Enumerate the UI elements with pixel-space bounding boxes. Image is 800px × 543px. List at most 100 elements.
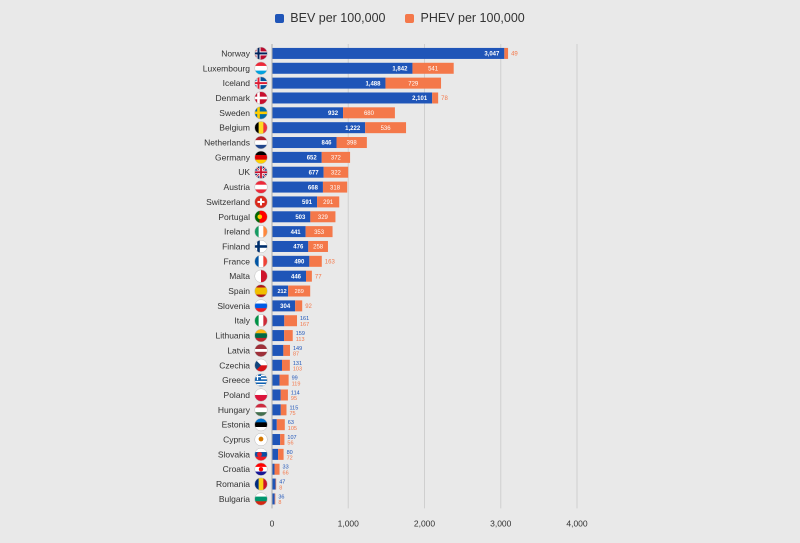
bev-value-label: 2,101 — [412, 96, 428, 102]
phev-value-label: 167 — [300, 322, 309, 328]
country-label: Belgium — [219, 123, 250, 133]
flag-border — [254, 447, 268, 461]
country-label: Denmark — [216, 93, 251, 103]
bev-bar — [272, 374, 280, 386]
country-label: Hungary — [218, 405, 251, 415]
bev-value-label: 159 — [296, 331, 305, 337]
flag-border — [254, 106, 268, 120]
italy-flag-icon — [254, 314, 268, 328]
greece-flag-icon — [254, 373, 268, 387]
flag-border — [254, 91, 268, 105]
flag-border — [254, 269, 268, 283]
phev-value-label: 56 — [287, 441, 293, 447]
country-label: Croatia — [223, 464, 251, 474]
phev-bar — [283, 344, 290, 356]
phev-bar — [310, 211, 336, 223]
bev-bar — [272, 240, 309, 252]
bev-bar — [272, 493, 275, 505]
phev-value-label: 72 — [287, 456, 293, 462]
bev-bar — [272, 315, 285, 327]
malta-flag-icon — [254, 269, 268, 283]
phev-bar — [279, 374, 289, 386]
legend-item-bev[interactable]: BEV per 100,000 — [275, 11, 385, 25]
flag-border — [254, 165, 268, 179]
phev-bar — [295, 300, 303, 312]
flag-border — [254, 180, 268, 194]
switzerland-flag-icon — [254, 195, 268, 209]
bev-value-label: 107 — [287, 435, 296, 441]
norway-flag-icon — [254, 47, 268, 60]
bev-bar — [272, 344, 284, 356]
phev-bar — [274, 493, 276, 505]
bev-bar — [272, 107, 344, 119]
bev-value-label: 652 — [307, 156, 318, 162]
country-label: Sweden — [219, 108, 250, 118]
country-label: Germany — [215, 152, 251, 162]
phev-bar — [280, 389, 288, 401]
bev-bar — [272, 255, 310, 267]
bev-value-label: 131 — [293, 361, 302, 367]
legend-label-bev: BEV per 100,000 — [290, 11, 386, 25]
country-label: Romania — [216, 479, 250, 489]
phev-bar — [284, 315, 298, 327]
flag-border — [254, 418, 268, 432]
phev-value-label: 289 — [295, 289, 304, 295]
latvia-flag-icon — [254, 344, 268, 357]
phev-value-label: 49 — [511, 52, 518, 58]
finland-flag-icon — [254, 240, 268, 253]
bev-value-label: 115 — [289, 405, 298, 411]
phev-value-label: 536 — [381, 126, 392, 132]
bev-value-label: 149 — [293, 346, 302, 352]
flag-border — [254, 121, 268, 135]
country-label: France — [224, 256, 251, 266]
germany-flag-icon — [254, 151, 268, 164]
bev-bar — [272, 330, 285, 342]
bev-value-label: 441 — [291, 230, 302, 236]
bev-value-label: 161 — [300, 316, 309, 322]
phev-bar — [309, 255, 322, 267]
bev-bar — [272, 137, 337, 149]
bev-value-label: 114 — [291, 390, 300, 396]
phev-value-label: 372 — [331, 156, 342, 162]
iceland-flag-icon — [254, 76, 268, 90]
bev-value-label: 932 — [328, 111, 339, 117]
country-label: Portugal — [218, 212, 250, 222]
x-tick-label: 4,000 — [566, 518, 588, 528]
bev-bar — [272, 92, 433, 104]
ireland-flag-icon — [254, 225, 268, 238]
phev-bar — [278, 448, 284, 460]
phev-value-label: 541 — [428, 66, 439, 72]
flag-border — [254, 239, 268, 254]
country-label: Lithuania — [215, 331, 250, 341]
flag-border — [254, 388, 268, 402]
phev-value-label: 87 — [293, 352, 299, 358]
country-label: Malta — [229, 271, 250, 281]
uk-flag-icon — [254, 165, 268, 179]
bev-bar — [272, 226, 306, 238]
flag-border — [254, 195, 268, 209]
bev-value-label: 1,842 — [392, 66, 408, 72]
country-label: Estonia — [222, 420, 251, 430]
flag-border — [254, 210, 268, 224]
phev-bar — [305, 226, 333, 238]
flag-border — [254, 462, 268, 476]
flag-border — [254, 284, 268, 298]
flag-border — [254, 46, 268, 60]
country-label: Bulgaria — [219, 494, 250, 504]
flag-border — [254, 329, 268, 343]
netherlands-flag-icon — [254, 136, 268, 149]
country-label: Czechia — [219, 360, 250, 370]
france-flag-icon — [254, 255, 268, 268]
phev-bar — [317, 196, 340, 208]
legend-item-phev[interactable]: PHEV per 100,000 — [405, 11, 525, 25]
phev-bar — [274, 463, 280, 475]
phev-bar — [275, 478, 277, 490]
luxembourg-flag-icon — [254, 61, 268, 75]
slovenia-flag-icon — [254, 299, 268, 313]
bev-bar — [272, 270, 307, 282]
phev-bar — [280, 434, 285, 446]
country-label: Luxembourg — [203, 63, 251, 73]
flag-border — [254, 225, 268, 239]
country-label: Ireland — [224, 227, 250, 237]
